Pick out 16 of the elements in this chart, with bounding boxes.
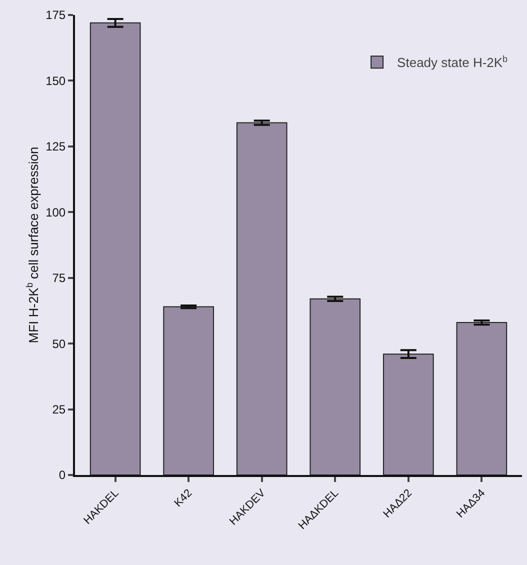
x-tick-label: K42 — [172, 487, 195, 510]
y-tick-label: 125 — [46, 140, 66, 154]
y-tick-label: 100 — [46, 205, 66, 220]
bar — [90, 22, 141, 475]
y-tick-label: 175 — [46, 8, 66, 22]
y-tick-label: 50 — [52, 336, 66, 351]
y-tick-label: 75 — [52, 271, 66, 286]
bar — [456, 322, 508, 475]
bar — [163, 306, 214, 475]
y-tick-label: 25 — [52, 402, 66, 416]
y-tick-label: 0 — [58, 468, 66, 482]
bar — [383, 354, 434, 475]
bar — [236, 122, 288, 475]
legend-label: Steady state H-2K$^{b}$ — [397, 54, 508, 70]
y-tick-label: 150 — [46, 74, 66, 88]
bar — [310, 298, 361, 475]
